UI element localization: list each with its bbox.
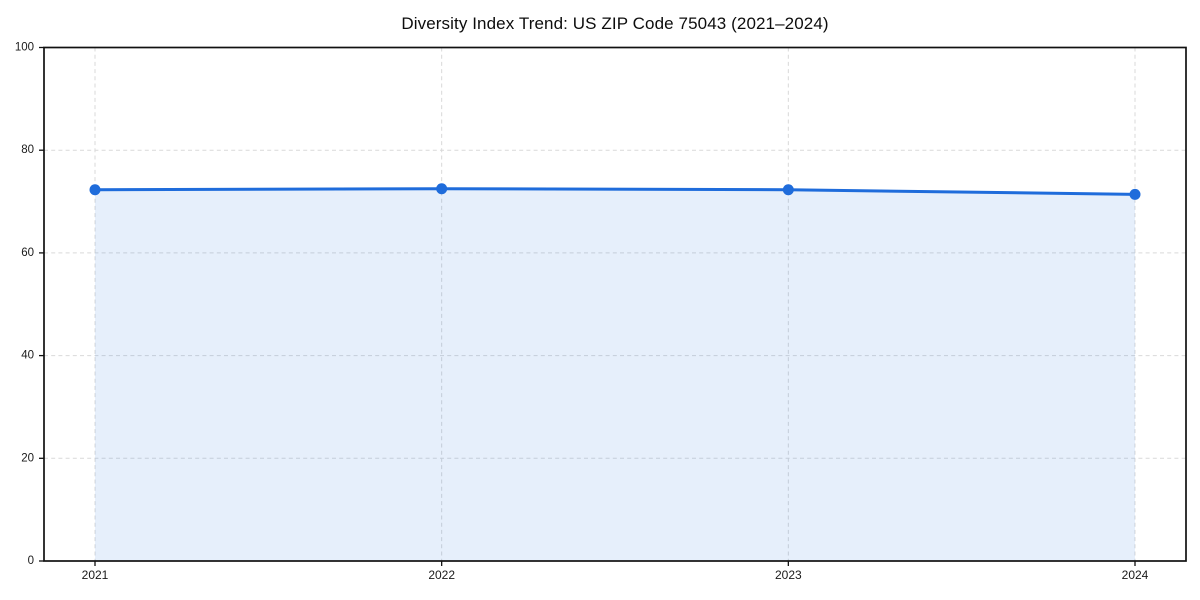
x-tick-label: 2022 [428,568,455,582]
y-tick-label: 0 [28,555,34,567]
chart-title: Diversity Index Trend: US ZIP Code 75043… [401,14,829,33]
x-tick-label: 2023 [775,568,802,582]
data-point-marker [436,183,448,195]
plot-border [43,46,1187,562]
y-tick-label: 80 [21,144,34,156]
data-point-marker [1129,188,1141,200]
data-point-marker [89,184,101,196]
y-tick-label: 40 [21,350,34,362]
y-tick-label: 60 [21,247,34,259]
y-tick-label: 100 [15,42,34,54]
data-point-marker [782,184,794,196]
x-tick-label: 2024 [1122,568,1149,582]
y-tick-label: 20 [21,452,34,464]
trend-line [93,187,1137,196]
area-fill [95,188,1135,561]
x-tick-label: 2021 [82,568,109,582]
